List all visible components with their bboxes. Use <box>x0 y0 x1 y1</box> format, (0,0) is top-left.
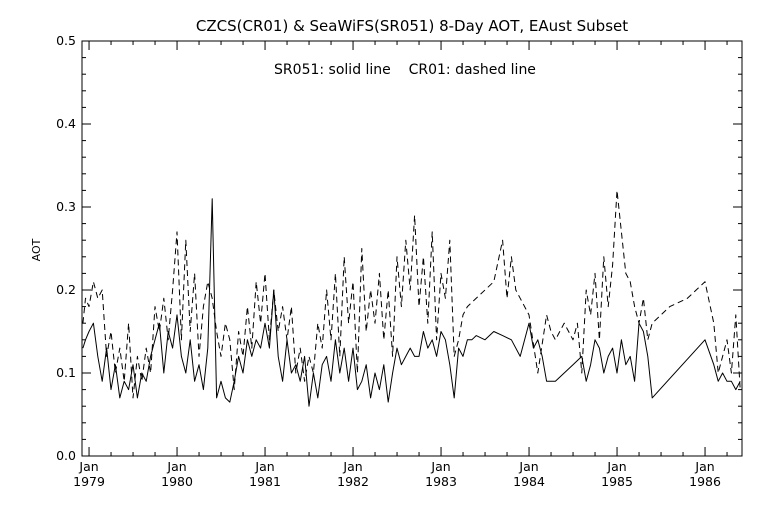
x-tick-year-label: 1982 <box>337 474 369 489</box>
x-tick-month-label: Jan <box>166 459 186 474</box>
x-tick-month-label: Jan <box>78 459 98 474</box>
x-tick-year-label: 1980 <box>161 474 193 489</box>
x-tick-month-label: Jan <box>430 459 450 474</box>
y-tick-label: 0.2 <box>56 282 76 297</box>
x-axis: Jan1979Jan1980Jan1981Jan1982Jan1983Jan19… <box>73 41 728 489</box>
x-tick-month-label: Jan <box>518 459 538 474</box>
series-line-sr051 <box>82 198 741 407</box>
x-tick-year-label: 1981 <box>249 474 281 489</box>
x-tick-year-label: 1984 <box>513 474 545 489</box>
legend-annotation: SR051: solid line CR01: dashed line <box>274 62 536 78</box>
y-tick-label: 0.1 <box>56 365 76 380</box>
y-tick-label: 0.4 <box>56 116 76 131</box>
y-axis: 0.0 0.1 0.2 0.3 0.4 0.5 <box>56 33 742 463</box>
x-tick-year-label: 1986 <box>689 474 721 489</box>
x-tick-year-label: 1979 <box>73 474 105 489</box>
x-tick-year-label: 1983 <box>425 474 457 489</box>
plot-area-frame <box>81 40 743 457</box>
y-tick-label: 0.5 <box>56 33 76 48</box>
x-tick-month-label: Jan <box>254 459 274 474</box>
x-tick-year-label: 1985 <box>601 474 633 489</box>
x-tick-month-label: Jan <box>342 459 362 474</box>
y-tick-label: 0.3 <box>56 199 76 214</box>
y-tick-label: 0.0 <box>56 448 76 463</box>
series-layer <box>82 189 741 407</box>
x-tick-month-label: Jan <box>694 459 714 474</box>
y-axis-label: AOT <box>30 238 43 261</box>
chart-title: CZCS(CR01) & SeaWiFS(SR051) 8-Day AOT, E… <box>196 17 628 35</box>
series-line-cr01 <box>82 189 741 399</box>
x-tick-month-label: Jan <box>606 459 626 474</box>
